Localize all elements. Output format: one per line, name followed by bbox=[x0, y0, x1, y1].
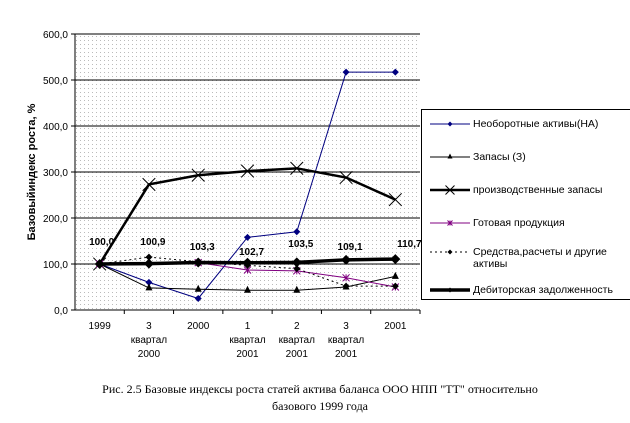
data-point bbox=[447, 153, 453, 159]
data-point bbox=[391, 68, 399, 76]
legend-label: Средства,расчеты и другие активы bbox=[473, 246, 607, 270]
data-point bbox=[244, 285, 251, 293]
x-tick-label: 2001 bbox=[384, 321, 407, 332]
x-tick-label: 2000 bbox=[138, 349, 161, 360]
legend-swatch bbox=[430, 287, 470, 293]
x-tick-label: 2000 bbox=[187, 321, 210, 332]
x-tick-label: 3 bbox=[343, 321, 349, 332]
series-5 bbox=[94, 254, 401, 269]
data-point bbox=[293, 285, 301, 293]
x-tick-label: 1999 bbox=[89, 321, 112, 332]
data-point bbox=[240, 164, 255, 178]
legend-label: Запасы (З) bbox=[473, 151, 526, 163]
y-tick-label: 100,0 bbox=[43, 260, 68, 271]
legend-label: производственные запасы bbox=[473, 184, 603, 196]
data-point bbox=[193, 257, 204, 268]
legend-swatch bbox=[430, 121, 470, 127]
data-point bbox=[293, 265, 301, 273]
data-point bbox=[391, 271, 399, 279]
legend-swatch bbox=[430, 249, 470, 255]
x-tick-label: 2 bbox=[294, 321, 300, 332]
data-label: 110,7 bbox=[397, 239, 422, 250]
data-point bbox=[447, 220, 453, 226]
data-point bbox=[194, 284, 202, 292]
data-point bbox=[390, 254, 401, 265]
y-tick-label: 200,0 bbox=[43, 214, 68, 225]
data-point bbox=[339, 170, 353, 185]
data-label: 102,7 bbox=[239, 247, 264, 258]
line-chart: 0,0 100,0 200,0 300,0 400,0 500,0 600,0 1999 3 кв… bbox=[26, 30, 422, 360]
data-label: 103,5 bbox=[288, 239, 313, 250]
y-tick-label: 400,0 bbox=[43, 122, 68, 133]
x-tick-label: квартал bbox=[131, 335, 168, 346]
data-point bbox=[142, 177, 156, 192]
data-point bbox=[145, 278, 153, 286]
x-tick-label: 1 bbox=[245, 321, 251, 332]
data-point bbox=[445, 185, 455, 195]
data-point bbox=[293, 228, 301, 236]
data-point bbox=[342, 282, 350, 290]
data-label: 109,1 bbox=[338, 242, 363, 253]
data-point bbox=[391, 282, 399, 290]
legend-item: Средства,расчеты и другие активы bbox=[430, 246, 623, 270]
data-point bbox=[447, 121, 453, 127]
data-point bbox=[341, 254, 352, 265]
data-point bbox=[244, 233, 251, 241]
caption-line-2: базового 1999 года bbox=[271, 399, 369, 413]
legend-swatch bbox=[430, 220, 470, 226]
data-point bbox=[291, 257, 302, 268]
legend-label: Необоротные активы(НА) bbox=[473, 118, 599, 130]
data-point bbox=[145, 283, 153, 291]
data-point bbox=[194, 295, 202, 302]
x-tick-label: квартал bbox=[328, 335, 365, 346]
x-tick-label: 3 bbox=[146, 321, 152, 332]
data-point bbox=[143, 258, 154, 269]
legend-item: Необоротные активы(НА) bbox=[430, 118, 623, 130]
caption-line-1: Рис. 2.5 Базовые индексы роста статей ак… bbox=[102, 382, 538, 396]
legend-label: Готовая продукция bbox=[473, 217, 565, 229]
y-axis-label: Базовыйиндекс роста, % bbox=[26, 103, 38, 240]
data-point bbox=[342, 68, 350, 76]
data-point bbox=[145, 253, 153, 261]
data-point bbox=[94, 259, 105, 269]
x-tick-label: 2001 bbox=[286, 349, 309, 360]
data-point bbox=[242, 257, 253, 268]
legend-item: производственные запасы bbox=[430, 184, 623, 196]
x-tick-label: квартал bbox=[279, 335, 316, 346]
legend-label: Дебиторская задолженность bbox=[473, 284, 613, 296]
x-tick-label: квартал bbox=[229, 335, 266, 346]
data-label: 100,9 bbox=[140, 237, 165, 248]
legend-item: Запасы (З) bbox=[430, 151, 623, 163]
data-point bbox=[191, 168, 205, 182]
legend-swatch bbox=[430, 153, 470, 159]
data-point bbox=[342, 273, 350, 282]
data-point bbox=[447, 249, 453, 255]
x-tick-label: 2001 bbox=[236, 349, 259, 360]
legend: Необоротные активы(НА) Запасы (З) производ… bbox=[421, 109, 630, 300]
data-label: 100,0 bbox=[89, 237, 114, 248]
y-tick-label: 0,0 bbox=[54, 306, 68, 317]
figure-caption: Рис. 2.5 Базовые индексы роста статей ак… bbox=[60, 381, 580, 415]
y-tick-label: 500,0 bbox=[43, 76, 68, 87]
y-tick-label: 600,0 bbox=[43, 30, 68, 41]
y-tick-label: 300,0 bbox=[43, 168, 68, 179]
data-point bbox=[290, 161, 304, 175]
x-tick-label: 2001 bbox=[335, 349, 358, 360]
data-point bbox=[388, 192, 403, 207]
legend-item: Готовая продукция bbox=[430, 217, 623, 229]
legend-item: Дебиторская задолженность bbox=[430, 284, 623, 296]
legend-swatch bbox=[430, 185, 470, 195]
data-point bbox=[447, 287, 453, 293]
data-label: 103,3 bbox=[190, 242, 215, 253]
